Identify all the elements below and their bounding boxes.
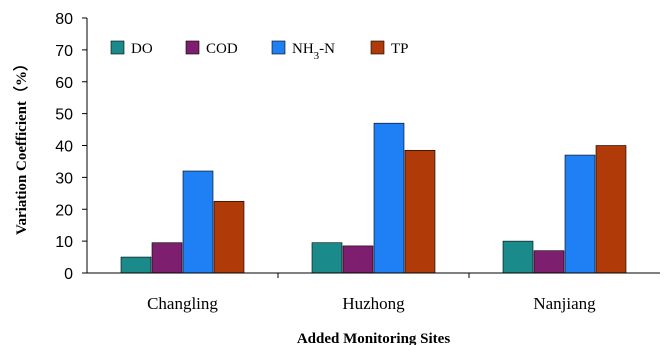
legend-label: NH3-N	[292, 41, 335, 62]
bar-do-huzhong	[311, 242, 343, 274]
x-axis-title: Added Monitoring Sites	[297, 331, 451, 345]
y-tick-label: 30	[55, 170, 73, 187]
legend-label: TP	[391, 41, 409, 57]
bars	[120, 122, 627, 274]
legend-item-tp: TP	[370, 40, 409, 57]
x-category-label: Changling	[147, 294, 218, 313]
bar-cod-nanjiang	[533, 250, 565, 274]
legend-item-nh3-n: NH3-N	[271, 40, 335, 62]
bar-cod-changling	[151, 242, 183, 274]
y-tick-label: 70	[55, 43, 73, 60]
legend-swatch	[370, 40, 385, 55]
bar-tp-huzhong	[404, 149, 436, 274]
y-tick-label: 80	[55, 11, 73, 28]
bar-tp-nanjiang	[595, 145, 627, 274]
y-tick-label: 20	[55, 202, 73, 219]
bar-nh3-n-nanjiang	[564, 154, 596, 274]
x-axis-category-labels: Changling Huzhong Nanjiang	[147, 273, 596, 313]
bar-nh3-n-changling	[182, 170, 214, 274]
legend-item-do: DO	[110, 40, 153, 57]
bar-tp-changling	[213, 200, 245, 274]
legend-swatch	[110, 40, 125, 55]
legend-item-cod: COD	[185, 40, 238, 57]
y-tick-label: 40	[55, 139, 73, 156]
legend-swatch	[185, 40, 200, 55]
y-axis-ticks: 0 10 20 30 40 50 60 70 80	[55, 11, 87, 283]
bar-do-changling	[120, 256, 152, 274]
legend-label: COD	[206, 41, 238, 57]
x-category-label: Huzhong	[342, 294, 405, 313]
y-tick-label: 50	[55, 107, 73, 124]
bar-do-nanjiang	[502, 240, 534, 274]
y-tick-label: 10	[55, 234, 73, 251]
x-category-label: Nanjiang	[533, 294, 596, 313]
bar-cod-huzhong	[342, 245, 374, 274]
bar-nh3-n-huzhong	[373, 122, 405, 274]
legend-swatch	[271, 40, 286, 55]
legend: DO COD NH3-N TP	[110, 40, 409, 62]
axes	[86, 18, 660, 274]
y-axis-title: Variation Coefficient（%）	[12, 56, 30, 235]
y-tick-label: 0	[64, 266, 73, 283]
y-tick-label: 60	[55, 75, 73, 92]
legend-label: DO	[131, 41, 153, 57]
